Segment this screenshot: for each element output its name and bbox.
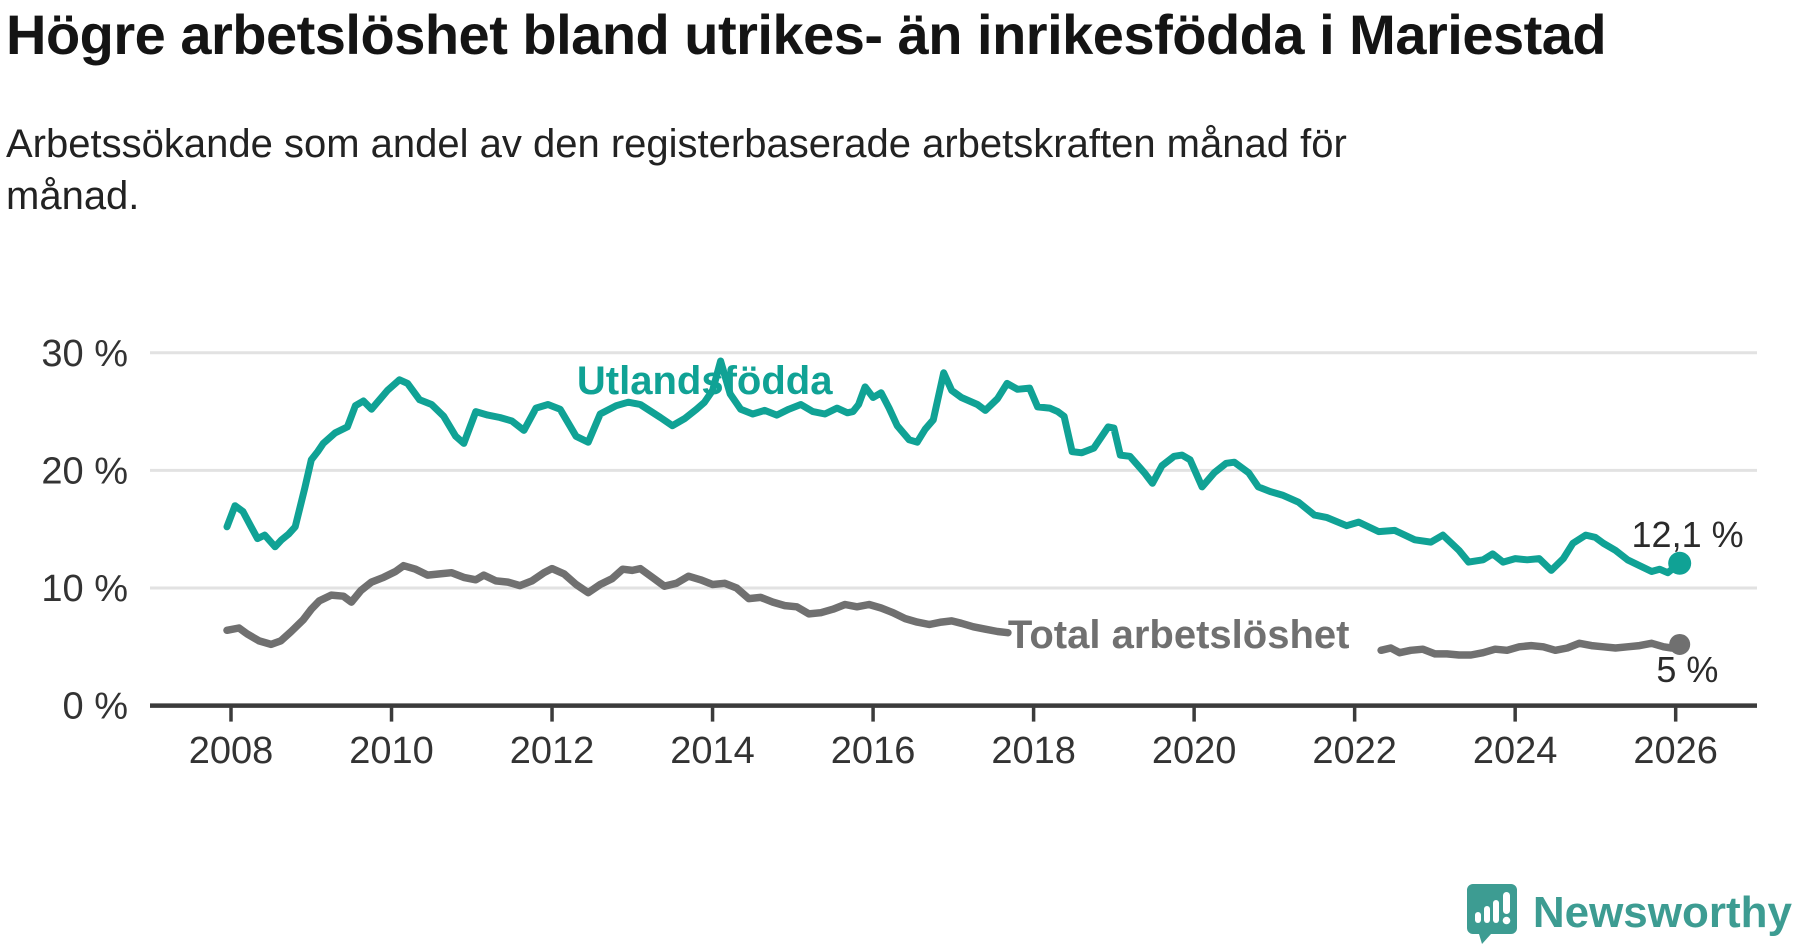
x-tick-label: 2008 xyxy=(189,730,274,772)
y-tick-label: 10 % xyxy=(41,568,128,610)
x-tick-label: 2010 xyxy=(349,730,434,772)
newsworthy-icon xyxy=(1465,882,1519,944)
x-tick-label: 2014 xyxy=(670,730,755,772)
end-value-label-total: 5 % xyxy=(1656,649,1718,690)
y-tick-label: 30 % xyxy=(41,333,128,375)
chart-title: Högre arbetslöshet bland utrikes- än inr… xyxy=(6,3,1607,66)
x-tick-label: 2020 xyxy=(1152,730,1237,772)
x-tick-label: 2012 xyxy=(510,730,595,772)
series-line-utlandsfodda xyxy=(223,357,1684,577)
series-label-utlandsfodda: Utlandsfödda xyxy=(577,359,833,403)
y-tick-label: 0 % xyxy=(63,686,128,728)
chart-subtitle: Arbetssökande som andel av den registerb… xyxy=(6,122,1347,218)
x-tick-label: 2016 xyxy=(831,730,916,772)
series-line-total xyxy=(223,561,1012,649)
end-value-label-utlandsfodda: 12,1 % xyxy=(1632,514,1744,555)
x-tick-label: 2026 xyxy=(1633,730,1718,772)
x-tick-label: 2022 xyxy=(1312,730,1397,772)
brand-name: Newsworthy xyxy=(1532,888,1792,937)
end-dot-utlandsfodda xyxy=(1668,551,1692,575)
y-tick-label: 20 % xyxy=(41,450,128,492)
x-tick-label: 2018 xyxy=(991,730,1076,772)
end-dot-total xyxy=(1669,633,1691,655)
series-label-total: Total arbetslöshet xyxy=(1008,613,1350,657)
newsworthy-logo: Newsworthy xyxy=(1465,882,1792,944)
x-tick-label: 2024 xyxy=(1473,730,1558,772)
series-line-total xyxy=(1377,639,1684,659)
